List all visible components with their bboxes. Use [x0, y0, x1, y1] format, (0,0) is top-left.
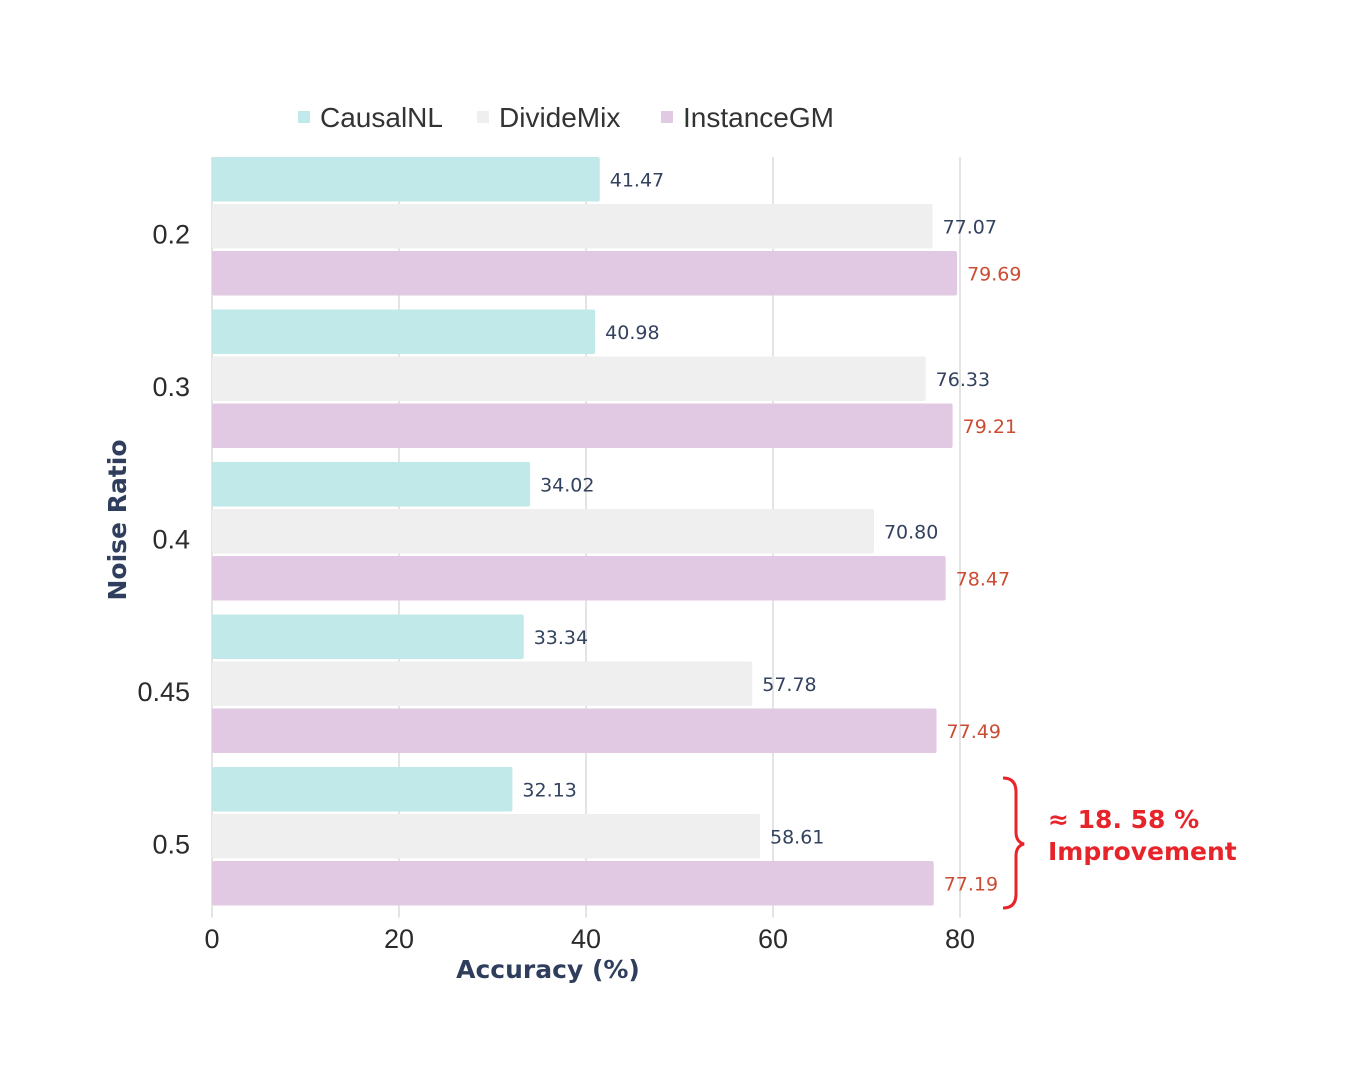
y-tick-label: 0.3 [152, 372, 190, 402]
legend-label: CausalNL [320, 102, 443, 133]
bars [212, 157, 958, 906]
legend: CausalNL DivideMix InstanceGM [298, 102, 834, 133]
bar-instancegm-0.45 [212, 708, 937, 753]
value-label: 77.49 [947, 721, 1001, 743]
y-tick-label: 0.45 [137, 677, 190, 707]
annotation-text-line-1: ≈ 18. 58 % [1048, 805, 1199, 834]
y-tick-label: 0.2 [152, 219, 190, 249]
value-label: 70.80 [884, 521, 938, 543]
bar-causalnl-0.5 [212, 767, 513, 812]
legend-swatch-instancegm [661, 111, 673, 123]
value-label: 41.47 [610, 169, 664, 191]
bar-instancegm-0.5 [212, 861, 934, 906]
x-axis-ticks: 0 20 40 60 80 [204, 924, 975, 954]
value-label: 57.78 [762, 674, 816, 696]
legend-swatch-dividemix [477, 111, 489, 123]
legend-label: InstanceGM [683, 102, 834, 133]
x-tick-label: 40 [571, 924, 601, 954]
bar-causalnl-0.2 [212, 157, 600, 202]
value-label: 77.19 [944, 873, 998, 895]
bar-dividemix-0.4 [212, 509, 874, 554]
bar-dividemix-0.3 [212, 356, 926, 401]
legend-swatch-causalnl [298, 111, 310, 123]
bar-dividemix-0.45 [212, 661, 753, 706]
y-tick-label: 0.5 [152, 829, 190, 859]
y-tick-label: 0.4 [152, 524, 190, 554]
bar-dividemix-0.2 [212, 204, 933, 249]
x-tick-label: 80 [945, 924, 975, 954]
value-label: 79.69 [967, 263, 1021, 285]
value-label: 32.13 [522, 779, 576, 801]
value-label: 77.07 [943, 216, 997, 238]
bar-causalnl-0.4 [212, 462, 531, 507]
value-label: 76.33 [936, 369, 990, 391]
value-labels: 41.47 77.07 79.69 40.98 76.33 79.21 34.02 70.80… [522, 169, 1021, 895]
value-label: 40.98 [605, 322, 659, 344]
y-axis-ticks: 0.2 0.3 0.4 0.45 0.5 [137, 219, 190, 859]
value-label: 78.47 [956, 568, 1010, 590]
value-label: 79.21 [963, 416, 1017, 438]
bar-dividemix-0.5 [212, 814, 761, 859]
bar-causalnl-0.45 [212, 614, 524, 659]
bar-instancegm-0.2 [212, 251, 958, 296]
bar-instancegm-0.4 [212, 556, 946, 601]
bar-causalnl-0.3 [212, 309, 596, 354]
value-label: 34.02 [540, 474, 594, 496]
x-tick-label: 20 [384, 924, 414, 954]
x-tick-label: 60 [758, 924, 788, 954]
x-tick-label: 0 [204, 924, 219, 954]
y-axis-title: Noise Ratio [103, 439, 132, 600]
bar-instancegm-0.3 [212, 403, 953, 448]
annotation-text-line-2: Improvement [1048, 837, 1237, 866]
x-axis-title: Accuracy (%) [456, 955, 640, 984]
value-label: 58.61 [770, 826, 824, 848]
value-label: 33.34 [534, 627, 588, 649]
legend-label: DivideMix [499, 102, 620, 133]
annotation-brace [1002, 776, 1025, 910]
